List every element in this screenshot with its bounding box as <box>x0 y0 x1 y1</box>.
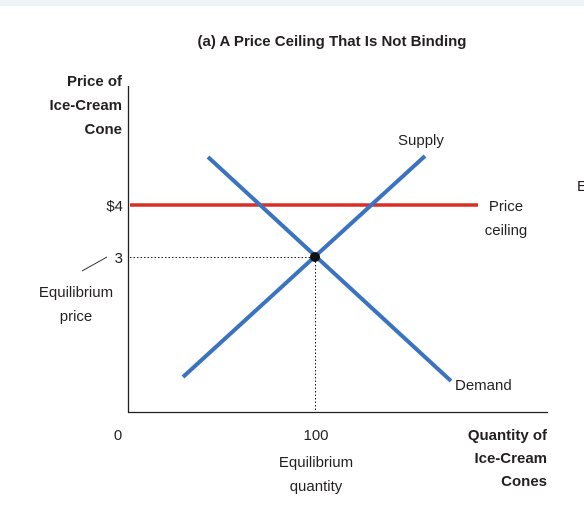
supply-demand-diagram: (a) A Price Ceiling That Is Not Binding … <box>39 33 584 495</box>
equilibrium-price-leader <box>81 256 108 272</box>
equilibrium-point <box>310 252 320 262</box>
x-axis-label-line2: Ice-Cream <box>474 450 547 467</box>
tick-label-price-3: 3 <box>115 250 123 267</box>
equilibrium-quantity-label-line1: Equilibrium <box>279 454 353 471</box>
demand-curve <box>206 155 453 383</box>
price-ceiling-label-line2: ceiling <box>485 222 528 239</box>
chart-title: (a) A Price Ceiling That Is Not Binding <box>198 33 467 50</box>
supply-curve <box>181 154 427 379</box>
equilibrium-price-label-line1: Equilibrium <box>39 284 113 301</box>
edge-text-fragment: E <box>577 178 584 195</box>
y-axis-label-line3: Cone <box>85 121 123 138</box>
price-ceiling-label-line1: Price <box>489 198 523 215</box>
x-axis-label-line1: Quantity of <box>468 427 548 444</box>
tick-label-price-4: $4 <box>106 198 123 215</box>
x-axis-label-line3: Cones <box>501 473 547 490</box>
figure-panel: (a) A Price Ceiling That Is Not Binding … <box>0 6 584 520</box>
y-axis-label-line1: Price of <box>67 73 123 90</box>
y-axis-label-line2: Ice-Cream <box>49 97 122 114</box>
equilibrium-price-label-line2: price <box>60 308 93 325</box>
supply-label: Supply <box>398 132 444 149</box>
demand-label: Demand <box>455 377 512 394</box>
tick-label-origin: 0 <box>114 427 122 444</box>
equilibrium-quantity-label-line2: quantity <box>290 478 343 495</box>
tick-label-quantity-100: 100 <box>303 427 328 444</box>
